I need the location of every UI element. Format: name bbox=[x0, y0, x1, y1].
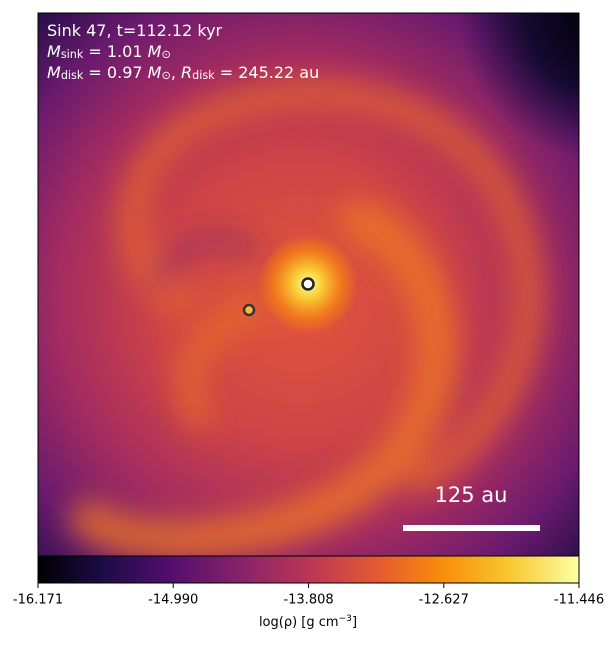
subscript: disk bbox=[61, 69, 84, 82]
text-piece: = 0.97 bbox=[83, 63, 147, 82]
colorbar-ticks: -16.171 -14.990 -13.808 -12.627 -11.446 bbox=[13, 583, 604, 608]
sink bbox=[301, 277, 315, 291]
tick-label: -12.627 bbox=[419, 593, 469, 608]
annotation: Msink = 1.01 M⊙ bbox=[47, 42, 171, 61]
density-map bbox=[38, 13, 579, 556]
colorbar bbox=[37, 555, 580, 584]
annotation: Mdisk = 0.97 M⊙, Rdisk = 245.22 au bbox=[47, 63, 319, 82]
subscript: disk bbox=[192, 69, 215, 82]
subscript: ⊙ bbox=[161, 48, 170, 61]
subscript: sink bbox=[61, 48, 84, 61]
text-piece: , bbox=[171, 63, 181, 82]
superscript: −3 bbox=[339, 614, 353, 624]
tick-label: -14.990 bbox=[148, 593, 198, 608]
text-piece: ] bbox=[352, 615, 357, 630]
sink bbox=[242, 303, 256, 317]
text-piece: Sink 47, t=112.12 kyr bbox=[47, 21, 223, 40]
tick-label: -11.446 bbox=[554, 593, 604, 608]
text-piece: M bbox=[47, 63, 61, 82]
scale-bar bbox=[403, 525, 540, 531]
tick-label: -13.808 bbox=[283, 593, 333, 608]
text-piece: R bbox=[181, 63, 192, 82]
tick-label: -16.171 bbox=[13, 593, 63, 608]
scale-bar-label: 125 au bbox=[435, 483, 508, 507]
text-piece: = 1.01 bbox=[83, 42, 147, 61]
text-piece: M bbox=[47, 42, 61, 61]
text-piece: = 245.22 au bbox=[215, 63, 320, 82]
colorbar-label: log(ρ) [g cm−3] bbox=[259, 614, 357, 629]
annotation: Sink 47, t=112.12 kyr bbox=[47, 21, 223, 40]
text-piece: M bbox=[148, 63, 162, 82]
text-piece: M bbox=[148, 42, 162, 61]
text-piece: log(ρ) [g cm bbox=[259, 615, 339, 630]
subscript: ⊙ bbox=[161, 69, 170, 82]
